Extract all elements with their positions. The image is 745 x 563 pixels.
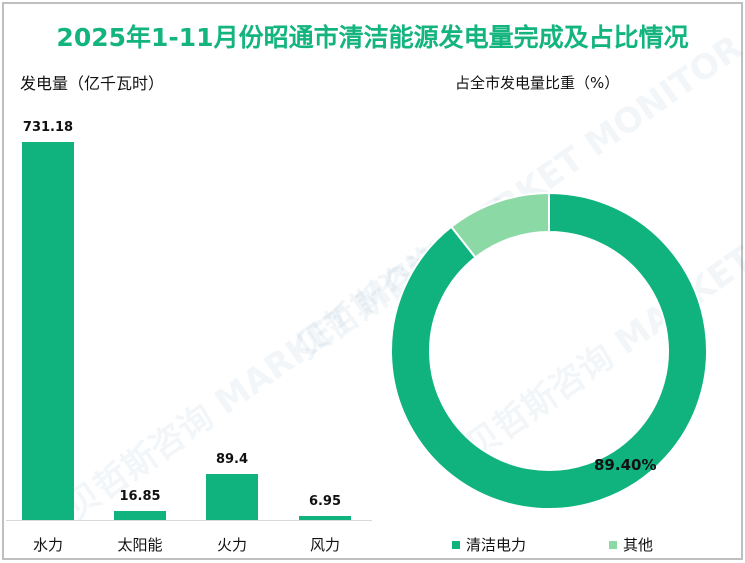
category-label: 太阳能 <box>117 536 163 554</box>
bar-chart-subtitle: 发电量（亿千瓦时） <box>20 74 165 93</box>
category-label: 水力 <box>32 536 63 554</box>
donut-slice-0 <box>390 191 708 510</box>
category-label: 风力 <box>309 536 340 554</box>
legend-label: 清洁电力 <box>466 536 527 554</box>
bar-value-label: 731.18 <box>22 120 74 135</box>
category-label: 火力 <box>216 536 247 554</box>
legend-item-other: 其他 <box>609 534 653 555</box>
bar-2 <box>206 474 258 520</box>
x-axis-line <box>6 520 372 521</box>
bar-0 <box>22 142 74 520</box>
donut-slice-1 <box>449 191 550 259</box>
bar-3 <box>299 516 351 520</box>
chart-title: 2025年1-11月份昭通市清洁能源发电量完成及占比情况 <box>56 23 689 52</box>
bar-value-label: 16.85 <box>119 489 161 504</box>
bar-value-label: 6.95 <box>308 494 342 509</box>
legend-item-clean-power: 清洁电力 <box>452 534 526 555</box>
legend-swatch <box>452 540 460 549</box>
bar-value-label: 89.4 <box>215 452 249 467</box>
legend-swatch <box>609 540 617 549</box>
legend-label: 其他 <box>623 536 654 554</box>
donut-chart-subtitle: 占全市发电量比重（%） <box>455 74 620 92</box>
donut-data-label: 89.40% <box>594 456 657 474</box>
bar-1 <box>114 511 166 520</box>
